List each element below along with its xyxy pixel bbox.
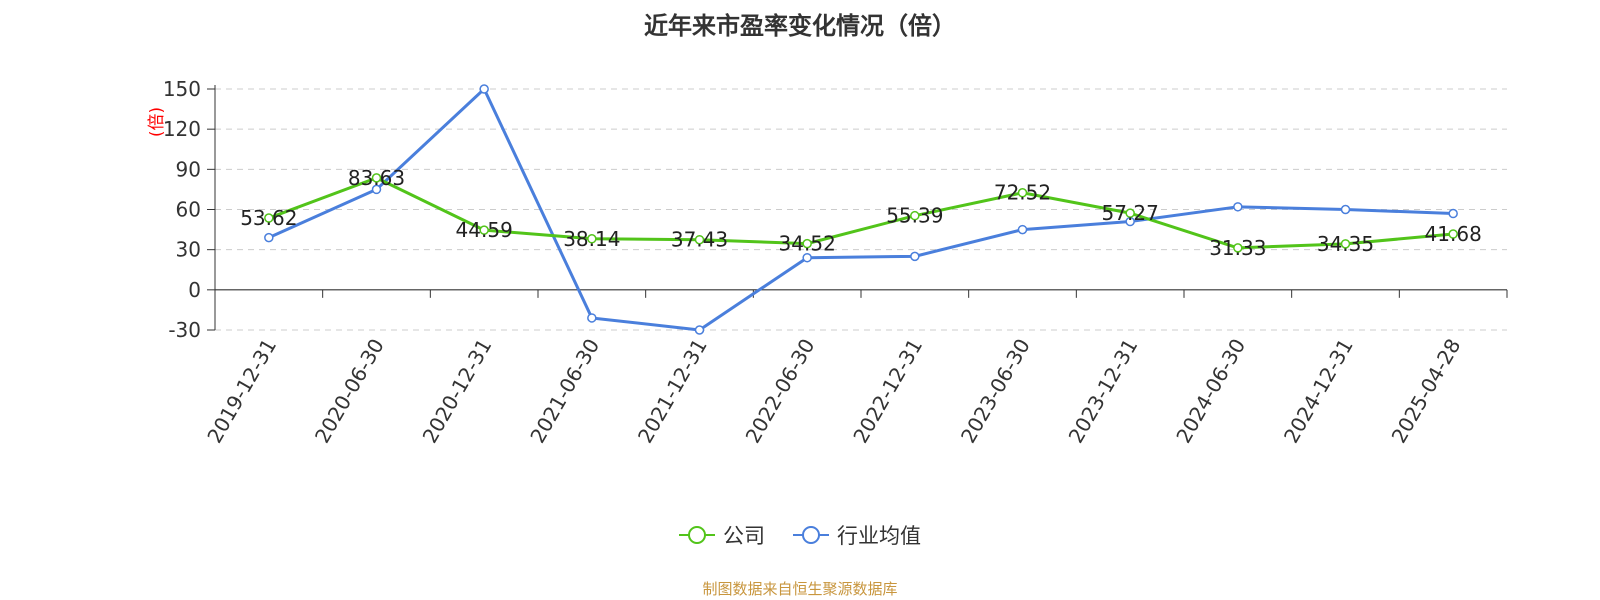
data-point [1340, 204, 1351, 215]
x-tick-label: 2022-06-30 [741, 335, 820, 448]
data-point [910, 210, 920, 221]
x-tick-label: 2020-12-31 [418, 334, 497, 447]
x-tick-label: 2021-12-31 [633, 335, 712, 448]
data-point [371, 184, 382, 195]
x-tick-label: 2022-12-31 [848, 334, 927, 447]
y-tick-label: -30 [168, 318, 201, 342]
series-line [268, 87, 1454, 332]
data-point [1017, 187, 1028, 198]
data-point [694, 234, 705, 245]
x-tick-label: 2025-04-28 [1387, 335, 1466, 448]
data-label: 55.39 [886, 204, 943, 228]
line-chart: -30 0 30 60 90 120 150 (倍) 2019-12-31 2020-06-30 2… [147, 77, 1508, 448]
data-point [371, 173, 382, 183]
data-point [1340, 239, 1351, 249]
legend-marker-company [679, 526, 715, 544]
data-label: 83.63 [348, 166, 405, 190]
y-tick-label: 0 [188, 278, 201, 302]
data-label: 44.59 [456, 218, 513, 242]
data-point [1233, 243, 1243, 253]
data-point [694, 325, 705, 335]
data-point [479, 84, 489, 94]
data-point [479, 225, 489, 235]
data-point [802, 252, 812, 263]
y-tick-label: 60 [176, 198, 201, 222]
data-label: 34.35 [1317, 232, 1374, 256]
y-tick-label: 120 [163, 117, 201, 141]
x-tick-label: 2024-12-31 [1279, 335, 1358, 448]
x-tick-label: 2023-06-30 [956, 335, 1035, 448]
data-point [264, 213, 274, 223]
y-tick-label: 90 [176, 157, 201, 181]
data-label: 34.52 [779, 232, 836, 256]
data-label: 53.62 [240, 206, 297, 230]
series-line [268, 176, 1454, 250]
legend-item-company[interactable]: 公司 [679, 520, 765, 550]
data-label: 72.52 [994, 181, 1051, 205]
x-tick-label: 2024-06-30 [1171, 335, 1250, 448]
data-point [587, 234, 597, 244]
y-axis-label: (倍) [147, 107, 167, 137]
data-label: 37.43 [671, 228, 728, 252]
chart-title: 近年来市盈率变化情况（倍） [644, 12, 956, 40]
x-tick-label: 2023-12-31 [1064, 335, 1143, 448]
data-point [1233, 202, 1243, 212]
legend: 公司 行业均值 [0, 520, 1600, 550]
data-point [802, 238, 812, 249]
data-label: 31.33 [1209, 236, 1266, 260]
x-tick-label: 2020-06-30 [310, 335, 389, 448]
data-label: 41.68 [1425, 222, 1482, 246]
x-tick-label: 2019-12-31 [202, 335, 281, 448]
y-tick-label: 150 [163, 77, 201, 101]
data-point [264, 232, 274, 243]
data-point [1017, 224, 1028, 235]
legend-label-industry: 行业均值 [837, 524, 921, 548]
legend-item-industry[interactable]: 行业均值 [793, 520, 921, 550]
data-label: 57.27 [1102, 201, 1159, 225]
data-point [910, 251, 920, 262]
y-tick-label: 30 [176, 238, 201, 262]
legend-marker-industry [793, 526, 829, 544]
legend-label-company: 公司 [723, 524, 765, 548]
data-label: 38.14 [563, 227, 620, 251]
data-point [1448, 229, 1458, 239]
data-point [1125, 208, 1135, 218]
data-point [1448, 208, 1458, 219]
source-note: 制图数据来自恒生聚源数据库 [702, 580, 898, 598]
x-tick-label: 2021-06-30 [525, 335, 604, 448]
data-point [587, 313, 597, 323]
